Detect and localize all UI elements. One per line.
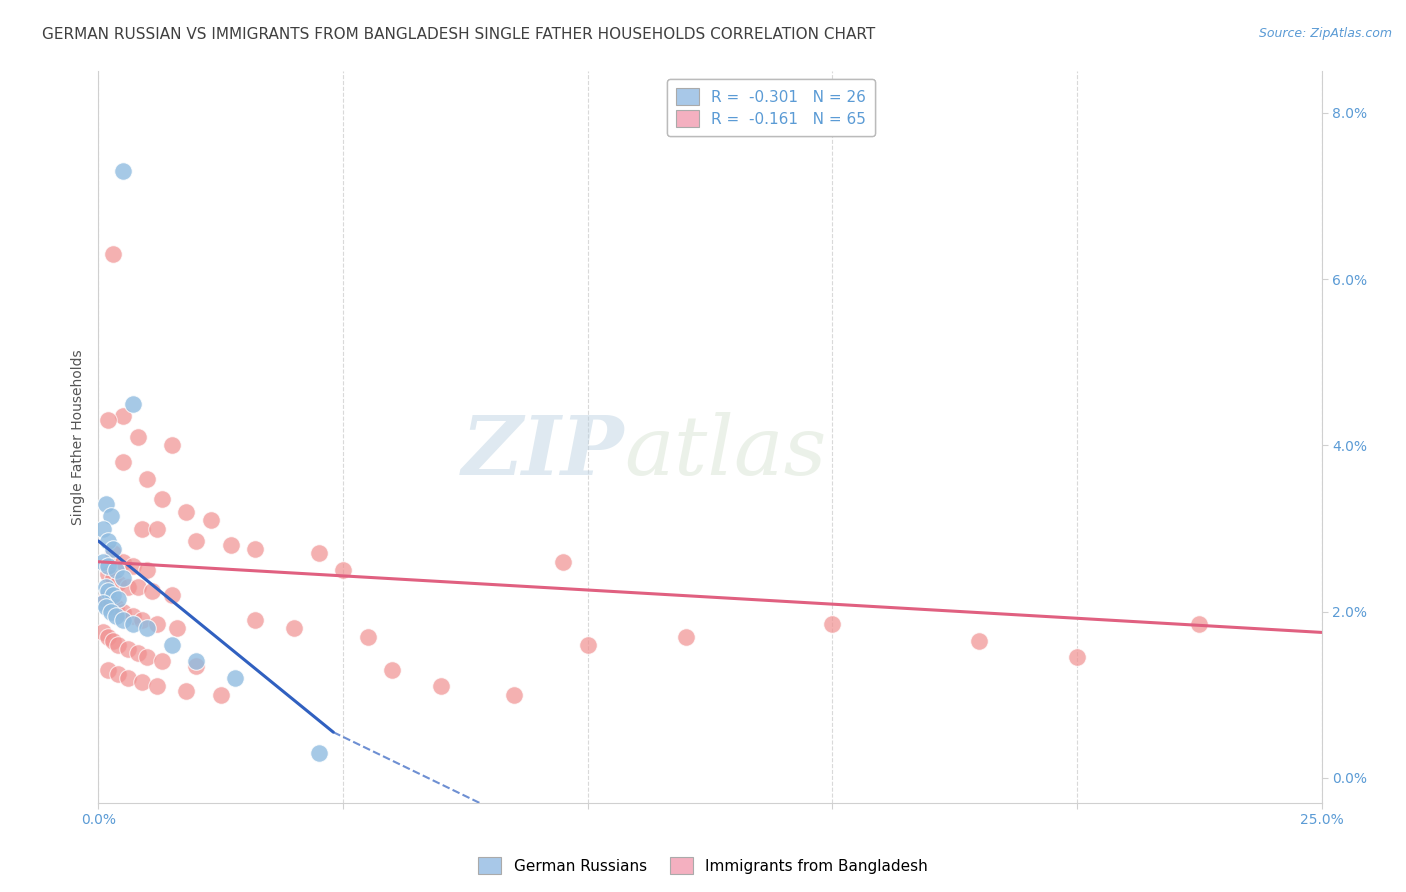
Point [104, 600, 127, 615]
Point [97, 630, 120, 644]
Point [101, 247, 124, 261]
Point [94, 592, 117, 607]
Point [111, 164, 134, 178]
Point [146, 680, 169, 694]
Point [117, 580, 139, 594]
Point [127, 430, 149, 444]
Point [131, 521, 153, 535]
Point [200, 513, 222, 527]
Point [97, 413, 120, 427]
Point [121, 608, 143, 623]
Point [100, 509, 122, 524]
Point [1066, 650, 1088, 665]
Point [107, 667, 129, 681]
Point [101, 588, 124, 602]
Point [97, 583, 120, 598]
Point [576, 638, 599, 652]
Point [1188, 617, 1211, 632]
Point [243, 542, 266, 557]
Point [131, 675, 153, 690]
Legend: R =  -0.301   N = 26, R =  -0.161   N = 65: R = -0.301 N = 26, R = -0.161 N = 65 [666, 79, 876, 136]
Point [91, 555, 114, 569]
Point [91, 625, 114, 640]
Point [97, 533, 120, 548]
Point [675, 630, 697, 644]
Point [94, 497, 117, 511]
Point [503, 688, 526, 702]
Point [111, 455, 134, 469]
Point [101, 571, 124, 585]
Point [146, 521, 169, 535]
Point [160, 438, 183, 452]
Point [308, 546, 330, 560]
Y-axis label: Single Father Households: Single Father Households [70, 350, 84, 524]
Point [107, 575, 129, 590]
Point [160, 638, 183, 652]
Point [136, 621, 159, 635]
Point [111, 613, 134, 627]
Point [166, 621, 188, 635]
Point [176, 683, 198, 698]
Point [97, 558, 120, 573]
Point [111, 571, 134, 585]
Point [94, 580, 117, 594]
Point [94, 600, 117, 615]
Point [91, 521, 114, 535]
Point [176, 505, 198, 519]
Point [121, 617, 143, 632]
Point [150, 492, 173, 507]
Point [100, 605, 122, 619]
Point [430, 680, 453, 694]
Point [104, 563, 127, 577]
Point [121, 558, 143, 573]
Point [332, 563, 354, 577]
Point [186, 658, 208, 673]
Point [117, 671, 139, 685]
Point [308, 746, 330, 760]
Point [101, 546, 124, 560]
Point [111, 409, 134, 424]
Point [97, 567, 120, 582]
Text: atlas: atlas [624, 412, 827, 491]
Point [107, 592, 129, 607]
Point [553, 555, 575, 569]
Text: Source: ZipAtlas.com: Source: ZipAtlas.com [1258, 27, 1392, 40]
Point [160, 588, 183, 602]
Point [821, 617, 844, 632]
Point [117, 642, 139, 657]
Legend: German Russians, Immigrants from Bangladesh: German Russians, Immigrants from Banglad… [472, 851, 934, 880]
Point [209, 688, 232, 702]
Point [131, 613, 153, 627]
Point [146, 617, 169, 632]
Point [136, 650, 159, 665]
Point [150, 655, 173, 669]
Point [219, 538, 242, 552]
Point [243, 613, 266, 627]
Point [107, 638, 129, 652]
Point [111, 605, 134, 619]
Text: ZIP: ZIP [461, 412, 624, 491]
Point [127, 646, 149, 660]
Point [141, 583, 163, 598]
Point [356, 630, 378, 644]
Point [104, 608, 127, 623]
Point [91, 596, 114, 610]
Point [381, 663, 404, 677]
Text: GERMAN RUSSIAN VS IMMIGRANTS FROM BANGLADESH SINGLE FATHER HOUSEHOLDS CORRELATIO: GERMAN RUSSIAN VS IMMIGRANTS FROM BANGLA… [42, 27, 876, 42]
Point [186, 655, 208, 669]
Point [111, 555, 134, 569]
Point [127, 580, 149, 594]
Point [283, 621, 305, 635]
Point [186, 533, 208, 548]
Point [100, 596, 122, 610]
Point [121, 397, 143, 411]
Point [136, 472, 159, 486]
Point [97, 663, 120, 677]
Point [101, 633, 124, 648]
Point [224, 671, 246, 685]
Point [967, 633, 990, 648]
Point [136, 563, 159, 577]
Point [101, 542, 124, 557]
